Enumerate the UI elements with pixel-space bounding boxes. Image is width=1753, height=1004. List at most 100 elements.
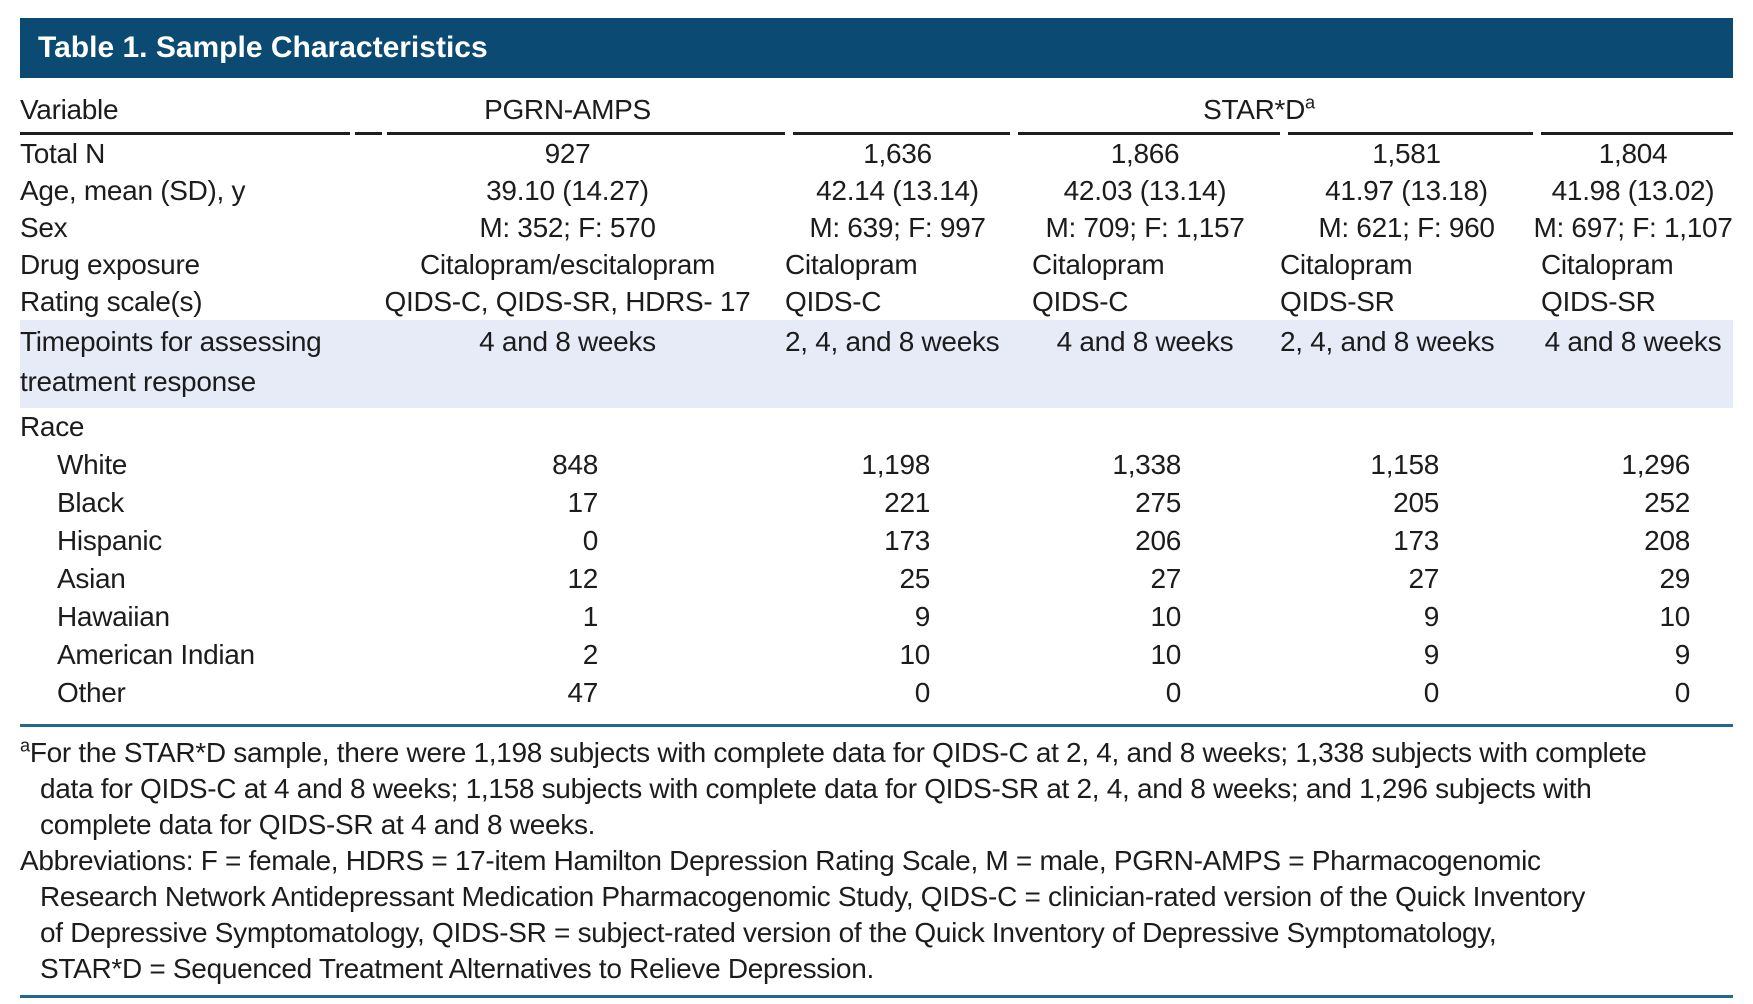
rule-segment	[793, 132, 1010, 135]
cell-value: 927	[544, 138, 591, 169]
cell-value: 0	[1165, 677, 1182, 708]
footnote-line: data for QIDS-C at 4 and 8 weeks; 1,158 …	[40, 773, 1592, 804]
cell-value: QIDS-SR	[1280, 286, 1395, 317]
table-row-rating-scales: Rating scale(s) QIDS-C, QIDS-SR, HDRS- 1…	[20, 283, 1733, 320]
cell-value: 10	[1150, 639, 1181, 670]
star-d-footnote-marker: a	[1305, 92, 1315, 113]
cell-value: 41.97 (13.18)	[1325, 175, 1488, 206]
cell-value: 10	[899, 639, 930, 670]
table-row-total-n: Total N 927 1,636 1,866 1,581 1,804	[20, 135, 1733, 172]
table-row-drug-exposure: Drug exposure Citalopram/escitalopram Ci…	[20, 246, 1733, 283]
cell-value: 2, 4, and 8 weeks	[785, 326, 1000, 357]
footnote-marker: a	[20, 735, 30, 756]
cell-value: 173	[884, 525, 930, 556]
cell-value: 1,158	[1370, 449, 1439, 480]
cell-value: 2, 4, and 8 weeks	[1280, 326, 1495, 357]
row-label: Hispanic	[57, 525, 162, 556]
cell-value: 29	[1659, 563, 1690, 594]
cell-value: 0	[582, 525, 599, 556]
cell-value: 252	[1644, 487, 1690, 518]
cell-value: 9	[1423, 639, 1440, 670]
cell-value: 9	[1674, 639, 1691, 670]
cell-value: 4 and 8 weeks	[479, 326, 656, 357]
abbreviation-line: STAR*D = Sequenced Treatment Alternative…	[40, 953, 874, 984]
rule-segment	[1018, 132, 1280, 135]
rule-segment	[1541, 132, 1733, 135]
cell-value: 42.03 (13.14)	[1063, 175, 1227, 206]
table-row-black: Black 17 221 275 205 252	[20, 484, 1733, 522]
cell-value: Citalopram/escitalopram	[420, 249, 715, 280]
cell-value: 848	[552, 449, 598, 480]
cell-value: 17	[567, 487, 598, 518]
col-header-variable: Variable	[20, 94, 119, 125]
col-header-pgrn-amps: PGRN-AMPS	[484, 94, 651, 125]
cell-value: 1,198	[861, 449, 930, 480]
abbreviation-line: Abbreviations: F = female, HDRS = 17-ite…	[20, 845, 1541, 876]
column-header-row: Variable PGRN-AMPS STAR*Da	[20, 78, 1733, 131]
table-bottom-rule	[20, 724, 1733, 727]
table-title: Table 1. Sample Characteristics	[38, 31, 488, 64]
page-bottom-rule	[20, 995, 1733, 998]
cell-value: QIDS-C, QIDS-SR, HDRS- 17	[384, 286, 751, 317]
table-row-hispanic: Hispanic 0 173 206 173 208	[20, 522, 1733, 560]
cell-value: 9	[1423, 601, 1440, 632]
cell-value: 4 and 8 weeks	[1056, 326, 1234, 357]
cell-value: 221	[884, 487, 930, 518]
row-label: Age, mean (SD), y	[20, 175, 246, 206]
cell-value: 206	[1135, 525, 1181, 556]
cell-value: 4 and 8 weeks	[1544, 326, 1722, 357]
header-rule	[20, 132, 1733, 135]
table-row-asian: Asian 12 25 27 27 29	[20, 560, 1733, 598]
cell-value: M: 709; F: 1,157	[1045, 212, 1245, 243]
col-header-star-d: STAR*Da	[1203, 92, 1315, 125]
cell-value: M: 621; F: 960	[1318, 212, 1495, 243]
cell-value: 10	[1150, 601, 1181, 632]
row-label: Race	[20, 411, 85, 442]
table-row-race-header: Race	[20, 408, 1733, 446]
rule-segment	[355, 132, 382, 135]
cell-value: 275	[1135, 487, 1181, 518]
row-label: Rating scale(s)	[20, 286, 203, 317]
cell-value: 1,866	[1110, 138, 1180, 169]
cell-value: Citalopram	[1280, 249, 1413, 280]
table-row-hawaiian: Hawaiian 1 9 10 9 10	[20, 598, 1733, 636]
row-label: Black	[57, 487, 124, 518]
row-label: American Indian	[57, 639, 255, 670]
footnote-line: complete data for QIDS-SR at 4 and 8 wee…	[40, 809, 596, 840]
cell-value: M: 352; F: 570	[479, 212, 656, 243]
footnote-a: aFor the STAR*D sample, there were 1,198…	[20, 735, 1733, 843]
row-label: Sex	[20, 212, 68, 243]
row-label: Timepoints for assessing treatment respo…	[20, 326, 322, 397]
rule-segment	[20, 132, 350, 135]
cell-value: M: 697; F: 1,107	[1533, 212, 1733, 243]
table-row-other: Other 47 0 0 0 0	[20, 674, 1733, 712]
cell-value: M: 639; F: 997	[809, 212, 986, 243]
abbreviation-line: Research Network Antidepressant Medicati…	[40, 881, 1586, 912]
rule-segment	[387, 132, 785, 135]
table-title-bar: Table 1. Sample Characteristics	[20, 18, 1733, 78]
abbreviation-line: of Depressive Symptomatology, QIDS-SR = …	[40, 917, 1497, 948]
cell-value: 0	[1674, 677, 1691, 708]
table-row-white: White 848 1,198 1,338 1,158 1,296	[20, 446, 1733, 484]
sample-characteristics-table: Variable PGRN-AMPS STAR*Da Total N 927 1…	[20, 78, 1733, 712]
cell-value: 1,338	[1112, 449, 1181, 480]
cell-value: 27	[1408, 563, 1439, 594]
row-label: White	[57, 449, 128, 480]
cell-value: 41.98 (13.02)	[1551, 175, 1715, 206]
cell-value: 173	[1393, 525, 1439, 556]
abbreviations: Abbreviations: F = female, HDRS = 17-ite…	[20, 843, 1733, 987]
table-row-age: Age, mean (SD), y 39.10 (14.27) 42.14 (1…	[20, 172, 1733, 209]
cell-value: 39.10 (14.27)	[486, 175, 649, 206]
rule-segment	[1288, 132, 1533, 135]
cell-value: 0	[914, 677, 931, 708]
cell-value: 208	[1644, 525, 1690, 556]
cell-value: 1,636	[863, 138, 932, 169]
table-row-timepoints: Timepoints for assessing treatment respo…	[20, 320, 1733, 408]
cell-value: 0	[1423, 677, 1440, 708]
cell-value: QIDS-C	[785, 286, 882, 317]
cell-value: 1,296	[1621, 449, 1690, 480]
row-label: Hawaiian	[57, 601, 170, 632]
row-label: Asian	[57, 563, 126, 594]
table-row-american-indian: American Indian 2 10 10 9 9	[20, 636, 1733, 674]
